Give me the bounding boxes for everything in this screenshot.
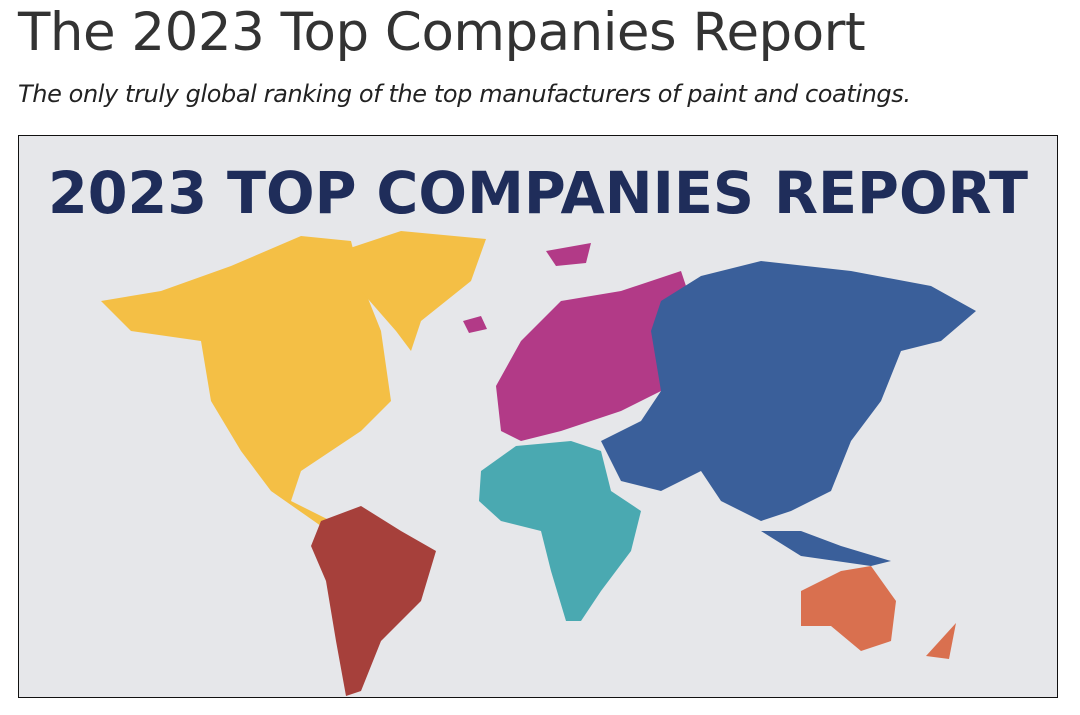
page-subtitle: The only truly global ranking of the top… [18,80,911,108]
page-title: The 2023 Top Companies Report [18,2,866,63]
south-america [311,506,436,696]
europe [463,243,691,441]
world-map: 2023 TOP COMPANIES REPORT [48,159,1028,696]
oceania [801,566,956,659]
asia [601,261,976,566]
image-heading: 2023 TOP COMPANIES REPORT [48,159,1028,227]
africa [479,441,641,621]
report-image: 2023 TOP COMPANIES REPORT [18,135,1058,698]
north-america [101,231,486,526]
